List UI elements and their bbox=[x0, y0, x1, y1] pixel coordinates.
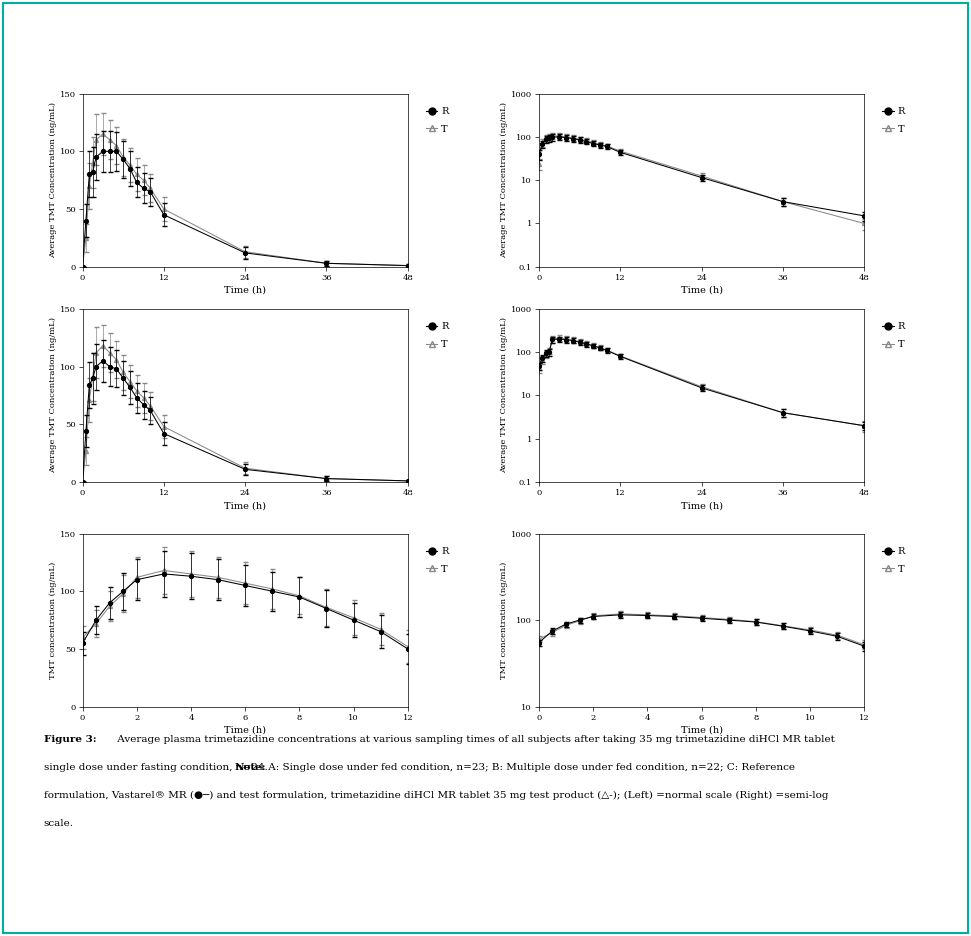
Text: scale.: scale. bbox=[44, 819, 74, 828]
Y-axis label: Average TMT Concentration (ng/mL): Average TMT Concentration (ng/mL) bbox=[500, 317, 508, 474]
Y-axis label: TMT concentration (ng/mL): TMT concentration (ng/mL) bbox=[500, 562, 508, 679]
Y-axis label: Average TMT Concentration (ng/mL): Average TMT Concentration (ng/mL) bbox=[500, 102, 508, 258]
Legend: R, T: R, T bbox=[425, 547, 449, 574]
Text: single dose under fasting condition, n=24.: single dose under fasting condition, n=2… bbox=[44, 763, 271, 772]
X-axis label: Time (h): Time (h) bbox=[681, 285, 722, 295]
Y-axis label: TMT concentration (ng/mL): TMT concentration (ng/mL) bbox=[49, 562, 57, 679]
Legend: R, T: R, T bbox=[882, 107, 905, 134]
Y-axis label: Average TMT Concentration (ng/mL): Average TMT Concentration (ng/mL) bbox=[49, 102, 57, 258]
Text: Average plasma trimetazidine concentrations at various sampling times of all sub: Average plasma trimetazidine concentrati… bbox=[114, 735, 834, 744]
X-axis label: Time (h): Time (h) bbox=[224, 725, 266, 735]
Legend: R, T: R, T bbox=[425, 322, 449, 349]
X-axis label: Time (h): Time (h) bbox=[681, 725, 722, 735]
Legend: R, T: R, T bbox=[882, 322, 905, 349]
X-axis label: Time (h): Time (h) bbox=[224, 285, 266, 295]
Text: Figure 3:: Figure 3: bbox=[44, 735, 96, 744]
Text: formulation, Vastarel® MR (●─) and test formulation, trimetazidine diHCl MR tabl: formulation, Vastarel® MR (●─) and test … bbox=[44, 791, 828, 800]
X-axis label: Time (h): Time (h) bbox=[224, 501, 266, 510]
Legend: R, T: R, T bbox=[882, 547, 905, 574]
X-axis label: Time (h): Time (h) bbox=[681, 501, 722, 510]
Legend: R, T: R, T bbox=[425, 107, 449, 134]
Text: A: Single dose under fed condition, n=23; B: Multiple dose under fed condition, : A: Single dose under fed condition, n=23… bbox=[265, 763, 795, 772]
Y-axis label: Average TMT Concentration (ng/mL): Average TMT Concentration (ng/mL) bbox=[49, 317, 57, 474]
Text: Note:: Note: bbox=[235, 763, 267, 772]
